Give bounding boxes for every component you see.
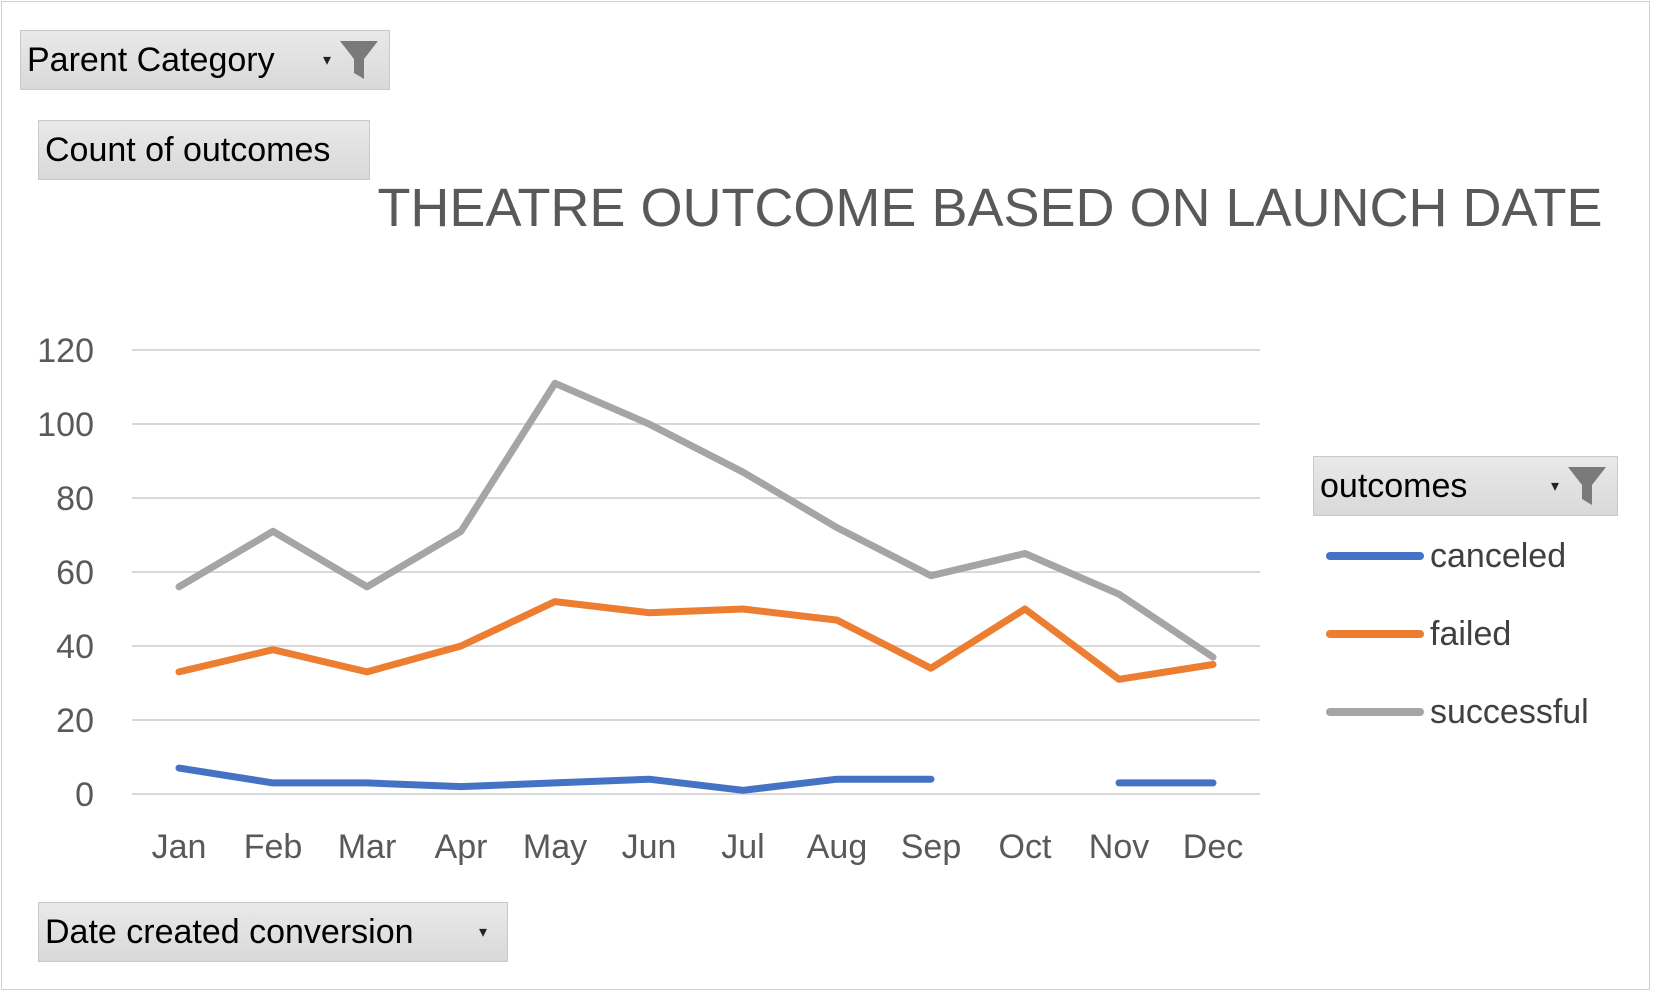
chevron-down-icon[interactable]: ▾ <box>1550 478 1559 495</box>
x-axis-ticks: Jan Feb Mar Apr May Jun Jul Aug Sep Oct Nov Dec <box>152 828 1244 866</box>
x-tick-label: Apr <box>435 828 488 866</box>
date-created-conversion-axis-button[interactable]: Date created conversion ▾ <box>38 902 508 962</box>
x-tick-label: Sep <box>901 828 962 866</box>
parent-category-filter-button[interactable]: Parent Category ▾ <box>20 30 390 90</box>
legend-item-successful: successful <box>1326 692 1589 732</box>
x-tick-label: Jun <box>622 828 677 866</box>
x-tick-label: Jul <box>721 828 764 866</box>
outcomes-label: outcomes <box>1320 466 1468 505</box>
legend-item-failed: failed <box>1326 614 1511 654</box>
legend-label: failed <box>1430 614 1512 653</box>
funnel-icon[interactable] <box>339 39 379 81</box>
chevron-down-icon[interactable]: ▾ <box>322 52 331 69</box>
funnel-icon[interactable] <box>1567 465 1607 507</box>
x-tick-label: Oct <box>999 828 1052 866</box>
x-tick-label: Nov <box>1089 828 1149 866</box>
y-tick-label: 20 <box>56 702 94 740</box>
y-axis-ticks: 0 20 40 60 80 100 120 <box>37 332 94 814</box>
date-created-conversion-label: Date created conversion <box>45 912 414 951</box>
series-lines <box>175 379 1217 794</box>
count-of-outcomes-field-button[interactable]: Count of outcomes <box>38 120 370 180</box>
count-of-outcomes-label: Count of outcomes <box>45 130 331 169</box>
gridlines <box>132 349 1260 795</box>
x-tick-label: Jan <box>152 828 207 866</box>
y-tick-label: 100 <box>37 406 94 444</box>
y-tick-label: 60 <box>56 554 94 592</box>
y-tick-label: 80 <box>56 480 94 518</box>
legend-swatch <box>1326 630 1424 638</box>
x-tick-label: Mar <box>338 828 397 866</box>
y-tick-label: 40 <box>56 628 94 666</box>
series-line-failed <box>175 598 1217 683</box>
parent-category-label: Parent Category <box>27 40 275 79</box>
chevron-down-icon[interactable]: ▾ <box>478 924 487 941</box>
x-tick-label: Feb <box>244 828 303 866</box>
legend-item-canceled: canceled <box>1326 536 1566 576</box>
legend-swatch <box>1326 552 1424 560</box>
y-tick-label: 120 <box>37 332 94 370</box>
x-tick-label: May <box>523 828 587 866</box>
legend-label: successful <box>1430 692 1589 731</box>
y-tick-label: 0 <box>75 776 94 814</box>
x-tick-label: Aug <box>807 828 868 866</box>
x-tick-label: Dec <box>1183 828 1243 866</box>
series-line-successful <box>175 379 1217 661</box>
outcomes-legend-filter-button[interactable]: outcomes ▾ <box>1313 456 1618 516</box>
series-line-canceled <box>175 764 1217 794</box>
chart-title: THEATRE OUTCOME BASED ON LAUNCH DATE <box>377 178 1602 238</box>
legend-swatch <box>1326 708 1424 716</box>
legend-label: canceled <box>1430 536 1567 575</box>
